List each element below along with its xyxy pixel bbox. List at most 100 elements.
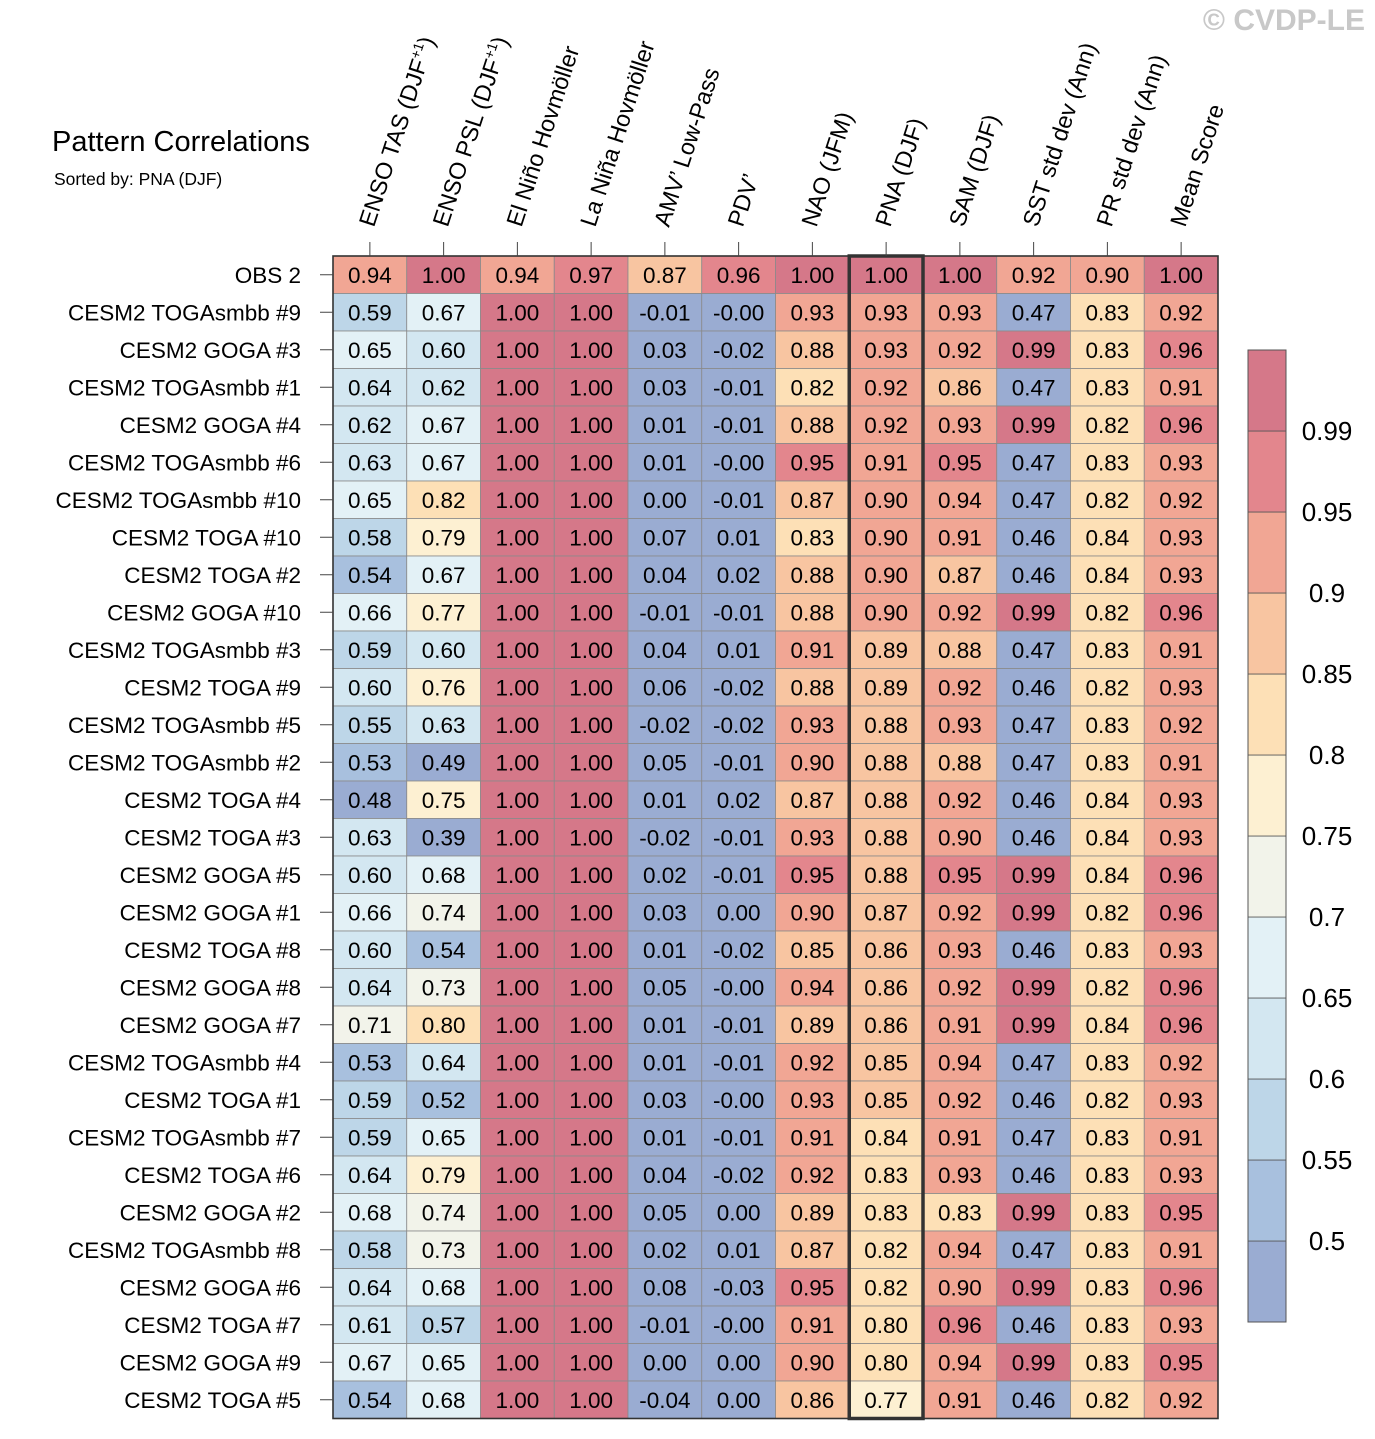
colorbar-swatch — [1247, 349, 1287, 432]
colorbar-label: 0.75 — [1302, 821, 1353, 851]
row-label: CESM2 TOGAsmbb #5 — [68, 713, 301, 738]
row-label: CESM2 TOGA #9 — [124, 675, 301, 700]
heatmap-cells: 0.94 1.00 0.94 0.97 0.87 0.96 1.00 1.00 1.00 0.92… — [332, 255, 1219, 1419]
column-header: SST std dev (Ann) — [1018, 39, 1102, 229]
row-label: CESM2 TOGAsmbb #1 — [68, 375, 301, 400]
cell-value: 1.00 — [495, 525, 539, 550]
cell-value: 0.93 — [1159, 1313, 1203, 1338]
cell-value: 1.00 — [495, 1125, 539, 1150]
cell-value: 0.46 — [1012, 825, 1056, 850]
cell-value: 0.91 — [1159, 375, 1203, 400]
cell-value: 0.93 — [1159, 450, 1203, 475]
cell-value: 0.94 — [495, 263, 539, 288]
cell-value: 0.95 — [790, 863, 834, 888]
cell-value: 0.82 — [1085, 900, 1129, 925]
cell-value: 1.00 — [938, 263, 982, 288]
cell-value: 0.01 — [643, 1125, 687, 1150]
cell-value: 0.60 — [348, 938, 392, 963]
cell-value: 0.86 — [864, 1013, 908, 1038]
cell-value: -0.01 — [713, 1013, 764, 1038]
cell-value: 1.00 — [495, 1238, 539, 1263]
cell-value: 0.93 — [790, 713, 834, 738]
cell-value: 0.83 — [1085, 1163, 1129, 1188]
cell-value: 0.88 — [790, 600, 834, 625]
cell-value: 1.00 — [569, 1125, 613, 1150]
cell-value: 0.67 — [422, 300, 466, 325]
cell-value: 0.84 — [1085, 825, 1129, 850]
cell-value: 0.99 — [1012, 338, 1056, 363]
cell-value: 0.82 — [864, 1238, 908, 1263]
cell-value: -0.01 — [639, 600, 690, 625]
colorbar-swatch — [1247, 997, 1287, 1080]
cell-value: 0.00 — [717, 1388, 761, 1413]
cell-value: 0.65 — [348, 338, 392, 363]
row-label: CESM2 GOGA #7 — [120, 1013, 301, 1038]
cell-value: 0.76 — [422, 675, 466, 700]
cell-value: 0.83 — [864, 1163, 908, 1188]
cell-value: 0.00 — [717, 900, 761, 925]
cell-value: 0.99 — [1012, 975, 1056, 1000]
row-label: CESM2 GOGA #2 — [120, 1200, 301, 1225]
cell-value: 0.57 — [422, 1313, 466, 1338]
cell-value: 0.93 — [1159, 788, 1203, 813]
cell-value: 0.66 — [348, 600, 392, 625]
cell-value: 1.00 — [569, 1388, 613, 1413]
cell-value: 0.66 — [348, 900, 392, 925]
cell-value: 0.67 — [348, 1350, 392, 1375]
cell-value: -0.01 — [713, 375, 764, 400]
cell-value: 1.00 — [569, 1313, 613, 1338]
cell-value: -0.02 — [713, 675, 764, 700]
cell-value: 0.60 — [348, 675, 392, 700]
cell-value: 0.88 — [790, 413, 834, 438]
cell-value: 0.00 — [717, 1350, 761, 1375]
cell-value: 1.00 — [569, 1163, 613, 1188]
column-header-text: El Niño Hovmöller — [501, 42, 584, 229]
cell-value: 0.93 — [938, 1163, 982, 1188]
column-header: ENSO PSL (DJF+1) — [427, 33, 514, 230]
cell-value: 0.93 — [790, 825, 834, 850]
colorbar-swatch — [1247, 430, 1287, 513]
cell-value: 0.46 — [1012, 1388, 1056, 1413]
cell-value: 0.91 — [938, 1388, 982, 1413]
cell-value: 0.89 — [864, 675, 908, 700]
cell-value: 0.03 — [643, 338, 687, 363]
cell-value: 0.94 — [938, 488, 982, 513]
cell-value: 0.90 — [938, 825, 982, 850]
cell-value: 0.90 — [938, 1275, 982, 1300]
column-header-superscript: +1 — [407, 40, 427, 60]
cell-value: 0.47 — [1012, 638, 1056, 663]
cell-value: 0.87 — [643, 263, 687, 288]
cell-value: 0.04 — [643, 563, 687, 588]
cell-value: 0.83 — [1085, 1350, 1129, 1375]
cell-value: 0.92 — [938, 788, 982, 813]
cell-value: 0.63 — [422, 713, 466, 738]
cell-value: 1.00 — [495, 563, 539, 588]
cell-value: 1.00 — [495, 488, 539, 513]
cell-value: 0.91 — [1159, 1125, 1203, 1150]
cell-value: 0.95 — [938, 863, 982, 888]
cell-value: -0.02 — [713, 1163, 764, 1188]
cell-value: 0.89 — [790, 1013, 834, 1038]
cell-value: 0.82 — [1085, 975, 1129, 1000]
cell-value: 0.99 — [1012, 413, 1056, 438]
cell-value: 0.93 — [864, 300, 908, 325]
cell-value: 0.74 — [422, 900, 466, 925]
cell-value: 0.94 — [790, 975, 834, 1000]
cell-value: 1.00 — [495, 788, 539, 813]
row-label: CESM2 TOGA #1 — [124, 1088, 301, 1113]
cell-value: 0.62 — [348, 413, 392, 438]
cell-value: -0.01 — [713, 600, 764, 625]
cell-value: 0.01 — [717, 525, 761, 550]
cell-value: -0.02 — [713, 338, 764, 363]
cell-value: 1.00 — [569, 1088, 613, 1113]
colorbar-swatch — [1247, 673, 1287, 756]
row-label: CESM2 GOGA #3 — [120, 338, 301, 363]
colorbar-swatch — [1247, 1078, 1287, 1161]
cell-value: 1.00 — [569, 488, 613, 513]
cell-value: 0.92 — [864, 413, 908, 438]
cell-value: 0.01 — [643, 1013, 687, 1038]
cell-value: 0.68 — [422, 863, 466, 888]
cell-value: 1.00 — [495, 900, 539, 925]
row-label: CESM2 TOGA #4 — [124, 788, 301, 813]
